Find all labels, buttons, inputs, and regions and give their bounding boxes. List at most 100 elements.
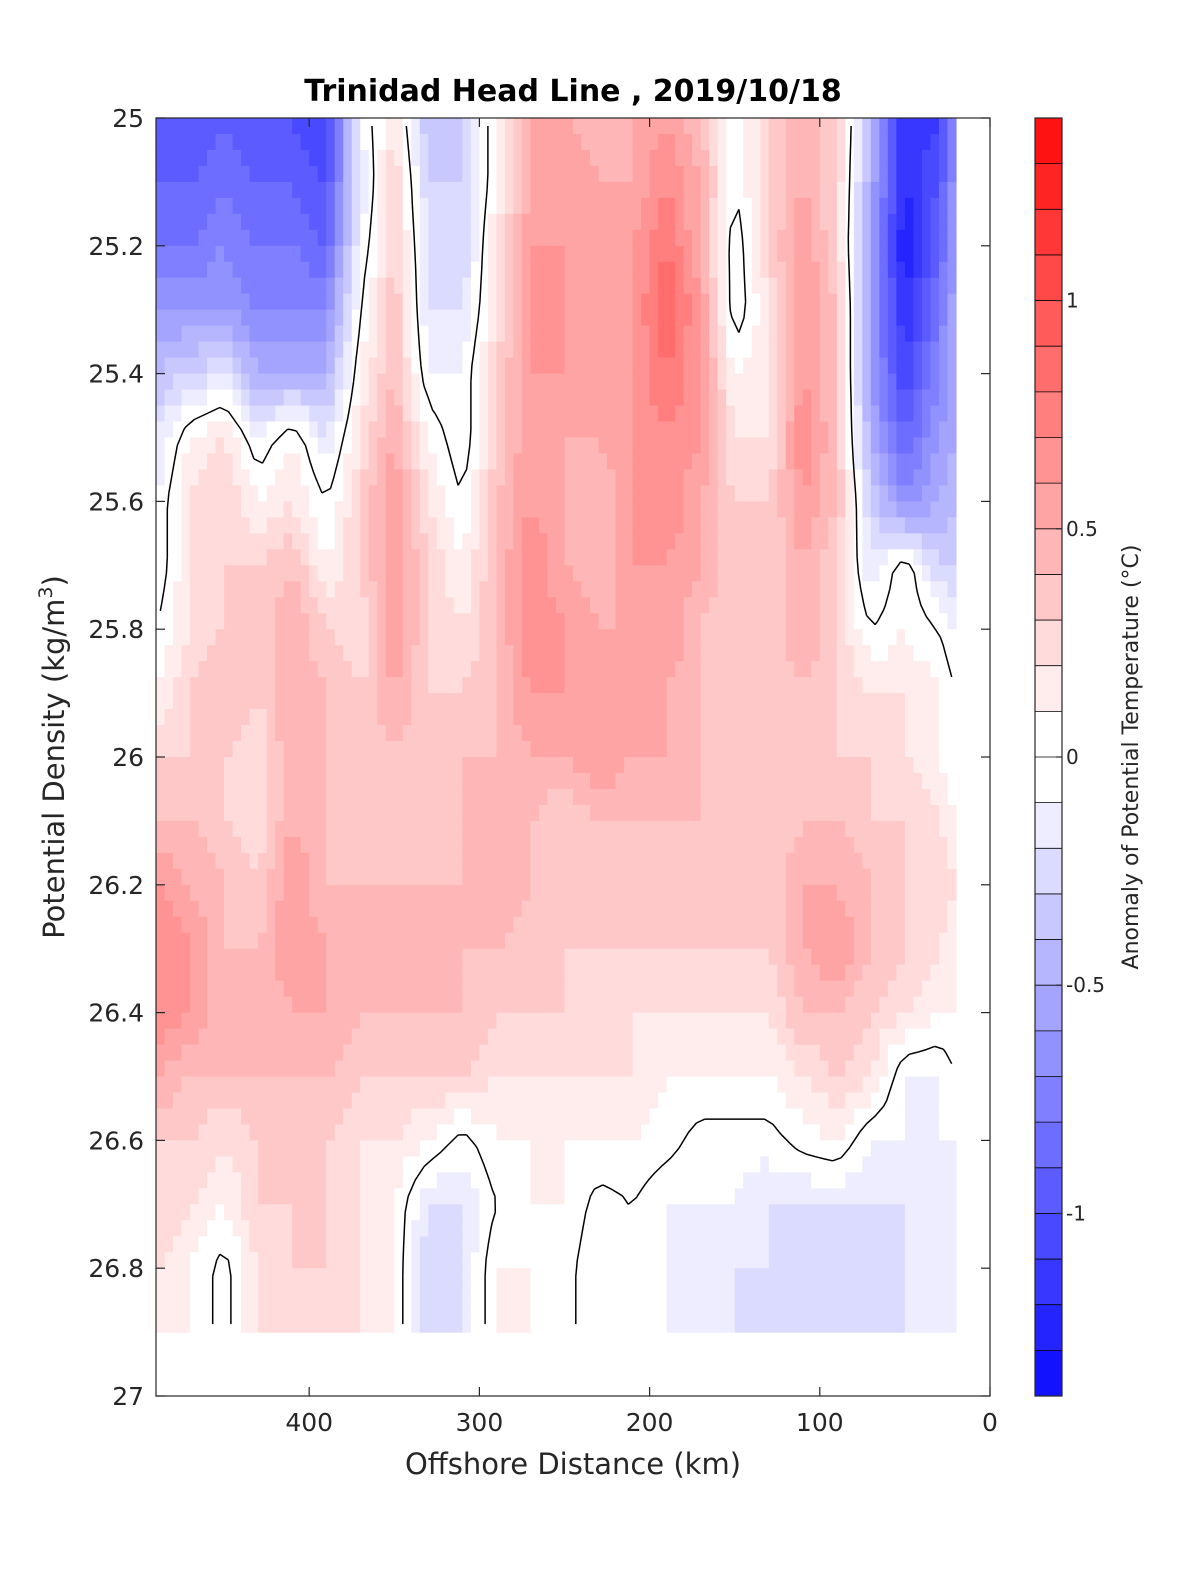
- contour-cell: [300, 581, 310, 598]
- contour-cell: [547, 213, 557, 231]
- contour-cell: [819, 725, 829, 742]
- contour-cell: [343, 421, 353, 439]
- contour-cell: [402, 118, 412, 135]
- contour-cell: [496, 900, 506, 918]
- contour-cell: [164, 741, 174, 758]
- contour-cell: [241, 581, 251, 598]
- contour-cell: [164, 709, 174, 726]
- contour-cell: [921, 213, 932, 231]
- contour-cell: [462, 693, 472, 710]
- contour-cell: [530, 165, 540, 183]
- contour-cell: [453, 757, 463, 774]
- contour-cell: [581, 357, 591, 375]
- contour-cell: [207, 501, 217, 518]
- contour-cell: [283, 661, 293, 678]
- contour-cell: [309, 389, 319, 407]
- contour-cell: [845, 948, 855, 966]
- contour-cell: [207, 197, 217, 215]
- contour-cell: [760, 437, 770, 455]
- contour-cell: [419, 373, 429, 391]
- contour-cell: [530, 453, 540, 471]
- contour-cell: [292, 325, 302, 343]
- contour-cell: [836, 469, 846, 487]
- contour-cell: [334, 118, 344, 135]
- contour-cell: [896, 948, 906, 966]
- contour-cell: [360, 581, 370, 598]
- contour-cell: [504, 229, 515, 247]
- contour-cell: [275, 948, 285, 966]
- contour-cell: [224, 836, 234, 854]
- contour-cell: [547, 804, 557, 822]
- contour-cell: [828, 453, 838, 471]
- contour-cell: [300, 389, 310, 407]
- contour-cell: [428, 836, 438, 854]
- contour-cell: [845, 405, 855, 423]
- contour-cell: [598, 277, 608, 295]
- contour-cell: [896, 661, 906, 678]
- contour-cell: [207, 820, 217, 838]
- contour-cell: [930, 133, 940, 151]
- contour-cell: [785, 213, 795, 231]
- contour-cell: [249, 852, 259, 870]
- contour-cell: [947, 549, 957, 566]
- contour-cell: [717, 277, 727, 295]
- contour-cell: [504, 613, 515, 630]
- contour-cell: [598, 405, 608, 423]
- contour-cell: [879, 677, 889, 694]
- contour-cell: [343, 341, 353, 359]
- contour-cell: [666, 932, 676, 950]
- contour-cell: [530, 261, 540, 279]
- contour-cell: [598, 213, 608, 231]
- contour-cell: [309, 405, 319, 423]
- contour-cell: [504, 149, 515, 167]
- contour-cell: [207, 517, 217, 534]
- contour-cell: [743, 341, 753, 359]
- contour-cell: [777, 597, 787, 614]
- contour-cell: [385, 932, 395, 950]
- contour-cell: [249, 613, 259, 630]
- contour-cell: [709, 341, 719, 359]
- contour-cell: [377, 181, 387, 199]
- contour-cell: [836, 197, 846, 215]
- contour-cell: [445, 133, 455, 151]
- contour-cell: [504, 597, 515, 614]
- contour-cell: [224, 181, 234, 199]
- contour-cell: [555, 916, 566, 934]
- contour-cell: [896, 549, 906, 566]
- contour-cell: [547, 836, 557, 854]
- contour-cell: [573, 421, 583, 439]
- contour-cell: [666, 389, 676, 407]
- contour-cell: [436, 565, 446, 582]
- contour-cell: [887, 453, 897, 471]
- contour-cell: [487, 645, 498, 662]
- contour-cell: [538, 948, 549, 966]
- contour-cell: [641, 389, 651, 407]
- contour-cell: [428, 613, 438, 630]
- contour-cell: [887, 133, 897, 151]
- contour-cell: [394, 181, 404, 199]
- contour-cell: [896, 181, 906, 199]
- contour-cell: [521, 421, 532, 439]
- contour-cell: [283, 405, 293, 423]
- contour-cell: [624, 357, 634, 375]
- contour-cell: [862, 725, 872, 742]
- contour-cell: [845, 421, 855, 439]
- contour-cell: [224, 820, 234, 838]
- contour-cell: [734, 293, 744, 311]
- contour-cell: [462, 884, 472, 902]
- contour-cell: [496, 517, 506, 534]
- contour-cell: [292, 725, 302, 742]
- contour-cell: [385, 213, 395, 231]
- contour-cell: [887, 501, 897, 518]
- contour-cell: [445, 788, 455, 806]
- contour-cell: [487, 197, 498, 215]
- contour-cell: [266, 661, 276, 678]
- contour-cell: [709, 421, 719, 439]
- contour-cell: [351, 453, 361, 471]
- contour-cell: [930, 597, 940, 614]
- contour-cell: [734, 709, 744, 726]
- contour-cell: [377, 341, 387, 359]
- contour-cell: [649, 788, 659, 806]
- contour-cell: [215, 661, 225, 678]
- contour-cell: [853, 197, 863, 215]
